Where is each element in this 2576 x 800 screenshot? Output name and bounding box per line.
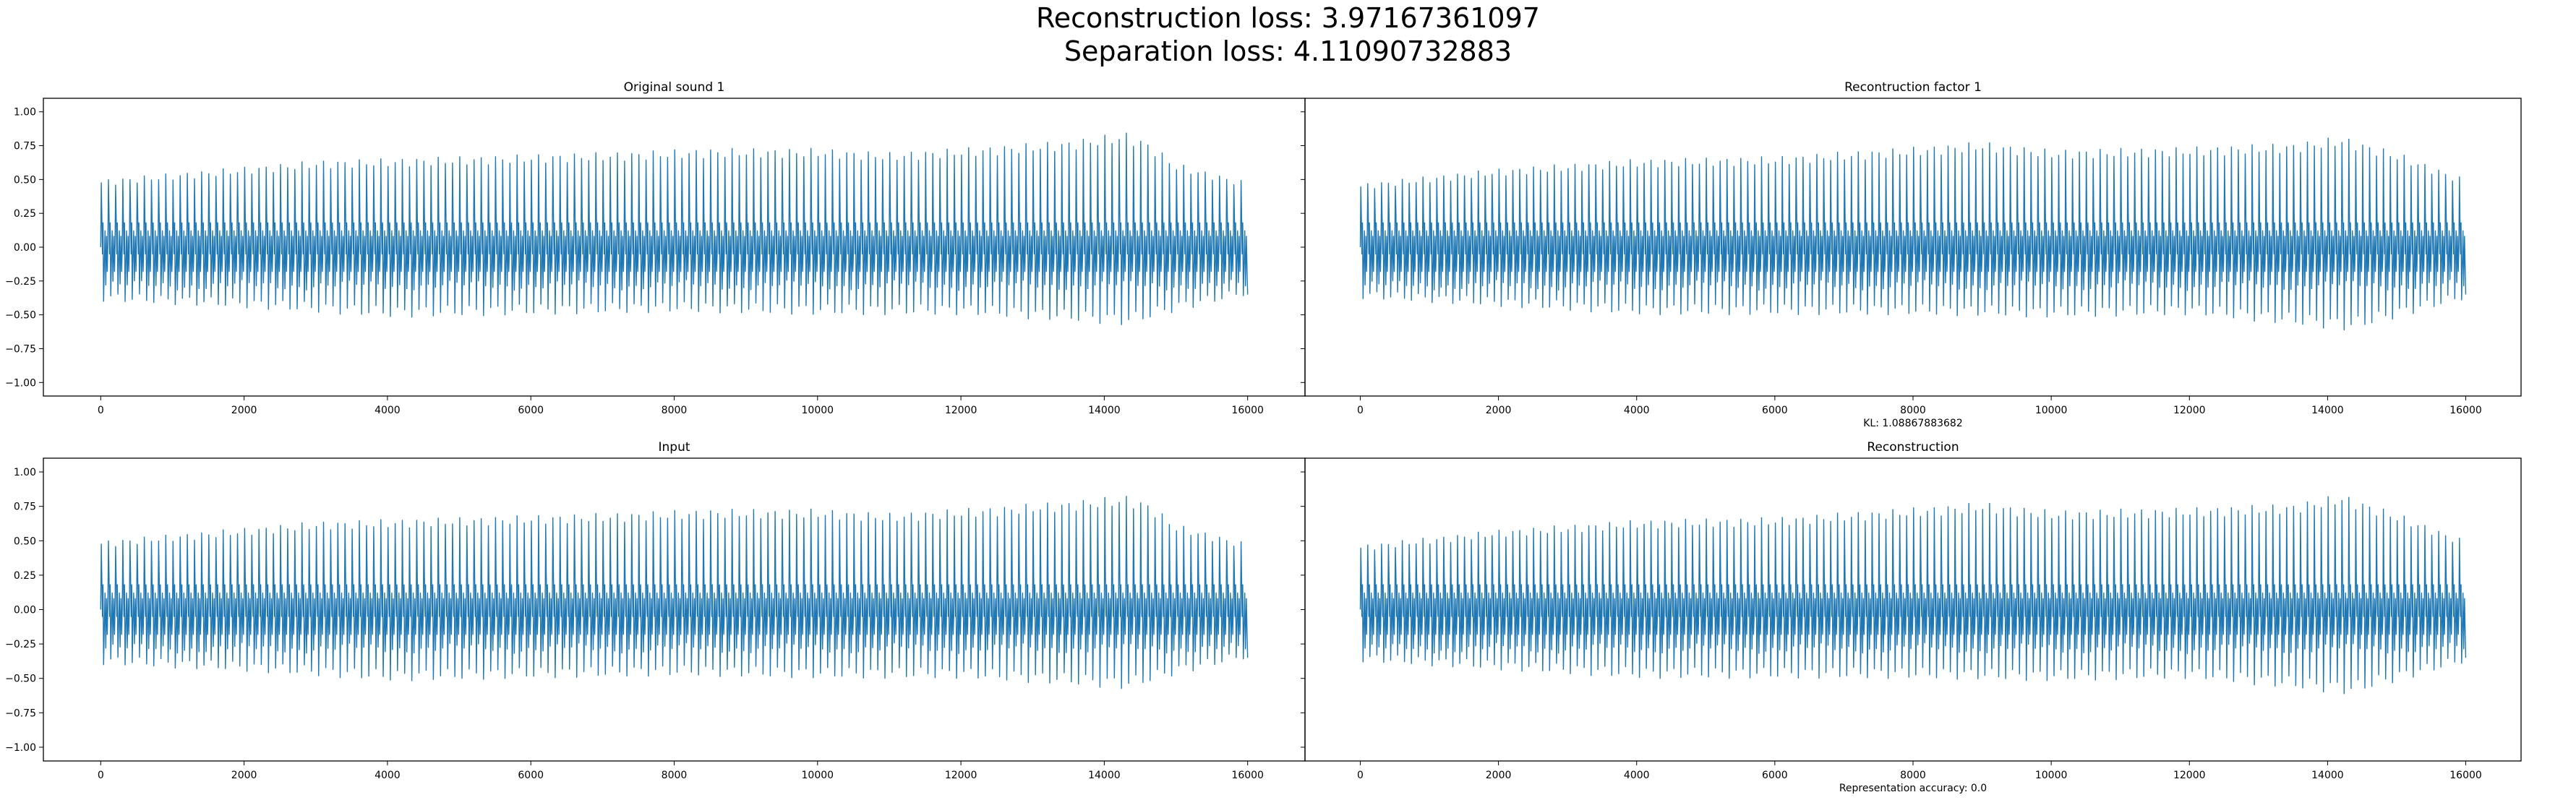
x-tick-label: 6000 <box>518 405 544 416</box>
panel-original-sound-1: Original sound 1 0 2000 4000 6000 8000 10000 12… <box>5 80 1306 416</box>
separation-loss-title: Separation loss: 4.11090732883 <box>1064 35 1512 67</box>
x-tick-label: 2000 <box>1486 770 1512 781</box>
x-tick-label: 0 <box>1357 770 1364 781</box>
panel-input: Input 0 2000 4000 6000 8000 10000 12000 14000 160… <box>5 440 1306 781</box>
x-tick-label: 12000 <box>2173 405 2206 416</box>
x-tick-label: 4000 <box>1624 405 1650 416</box>
x-tick-label: 10000 <box>802 405 834 416</box>
figure-title: Reconstruction loss: 3.97167361097 Separ… <box>0 0 2576 68</box>
x-tick-label: 2000 <box>231 770 257 781</box>
waveform-line <box>1359 496 2467 694</box>
x-tick-label: 4000 <box>1624 770 1650 781</box>
y-tick-label: 0.75 <box>14 502 36 513</box>
x-tick-label: 6000 <box>1762 405 1788 416</box>
x-tick-label: 10000 <box>802 770 834 781</box>
y-tick-label: 0.75 <box>14 141 36 152</box>
x-tick-label: 4000 <box>375 770 401 781</box>
panel-title: Input <box>658 440 690 455</box>
x-tick-label: 12000 <box>2173 770 2206 781</box>
x-tick-label: 16000 <box>1231 405 1264 416</box>
y-tick-label: 0.50 <box>14 174 36 186</box>
x-tick-label: 10000 <box>2035 770 2068 781</box>
panel-title: Recontruction factor 1 <box>1844 80 1982 95</box>
x-tick-label: 16000 <box>1231 770 1264 781</box>
x-tick-label: 8000 <box>662 405 688 416</box>
x-tick-label: 2000 <box>1486 405 1512 416</box>
x-tick-label: 12000 <box>945 405 977 416</box>
x-tick-label: 8000 <box>662 770 688 781</box>
x-tick-label: 8000 <box>1900 770 1926 781</box>
panel-title: Reconstruction <box>1867 440 1959 455</box>
panel-title: Original sound 1 <box>624 80 725 95</box>
x-tick-label: 0 <box>98 405 104 416</box>
x-tick-label: 14000 <box>2311 770 2344 781</box>
y-tick-label: −0.50 <box>5 674 36 685</box>
x-tick-label: 0 <box>1357 405 1364 416</box>
x-tick-label: 0 <box>98 770 104 781</box>
y-tick-label: 1.00 <box>14 107 36 119</box>
y-tick-label: −0.25 <box>5 639 36 650</box>
y-tick-label: −0.75 <box>5 343 36 355</box>
x-tick-label: 10000 <box>2035 405 2068 416</box>
y-tick-label: 0.25 <box>14 570 36 582</box>
y-tick-label: −0.50 <box>5 310 36 322</box>
y-tick-label: 0.00 <box>14 605 36 616</box>
x-tick-label: 14000 <box>1088 770 1121 781</box>
reconstruction-loss-title: Reconstruction loss: 3.97167361097 <box>1036 2 1540 34</box>
waveform-line <box>100 496 1249 689</box>
x-tick-label: 14000 <box>2311 405 2344 416</box>
y-tick-label: 0.50 <box>14 536 36 547</box>
y-tick-label: −0.75 <box>5 707 36 719</box>
x-tick-label: 2000 <box>231 405 257 416</box>
x-tick-label: 14000 <box>1088 405 1121 416</box>
y-tick-label: −0.25 <box>5 276 36 288</box>
y-tick-label: −1.00 <box>5 742 36 754</box>
x-tick-label: 6000 <box>518 770 544 781</box>
waveform-line <box>1359 137 2467 331</box>
x-tick-label: 12000 <box>945 770 977 781</box>
x-tick-label: 8000 <box>1900 405 1926 416</box>
y-tick-label: 0.25 <box>14 208 36 220</box>
y-tick-label: −1.00 <box>5 377 36 389</box>
x-tick-label: 4000 <box>375 405 401 416</box>
x-tick-label: 16000 <box>2449 770 2482 781</box>
y-tick-label: 1.00 <box>14 467 36 478</box>
x-axis-label: Representation accuracy: 0.0 <box>1839 783 1987 794</box>
x-tick-label: 6000 <box>1762 770 1788 781</box>
y-tick-label: 0.00 <box>14 242 36 254</box>
x-axis-label: KL: 1.08867883682 <box>1863 418 1962 429</box>
panel-recontruction-factor-1: Recontruction factor 1 0 2000 4000 6000 8000 1… <box>1301 80 2522 429</box>
waveform-line <box>100 132 1249 325</box>
panel-reconstruction: Reconstruction 0 2000 4000 6000 8000 10000 1200… <box>1301 440 2522 794</box>
x-tick-label: 16000 <box>2449 405 2482 416</box>
